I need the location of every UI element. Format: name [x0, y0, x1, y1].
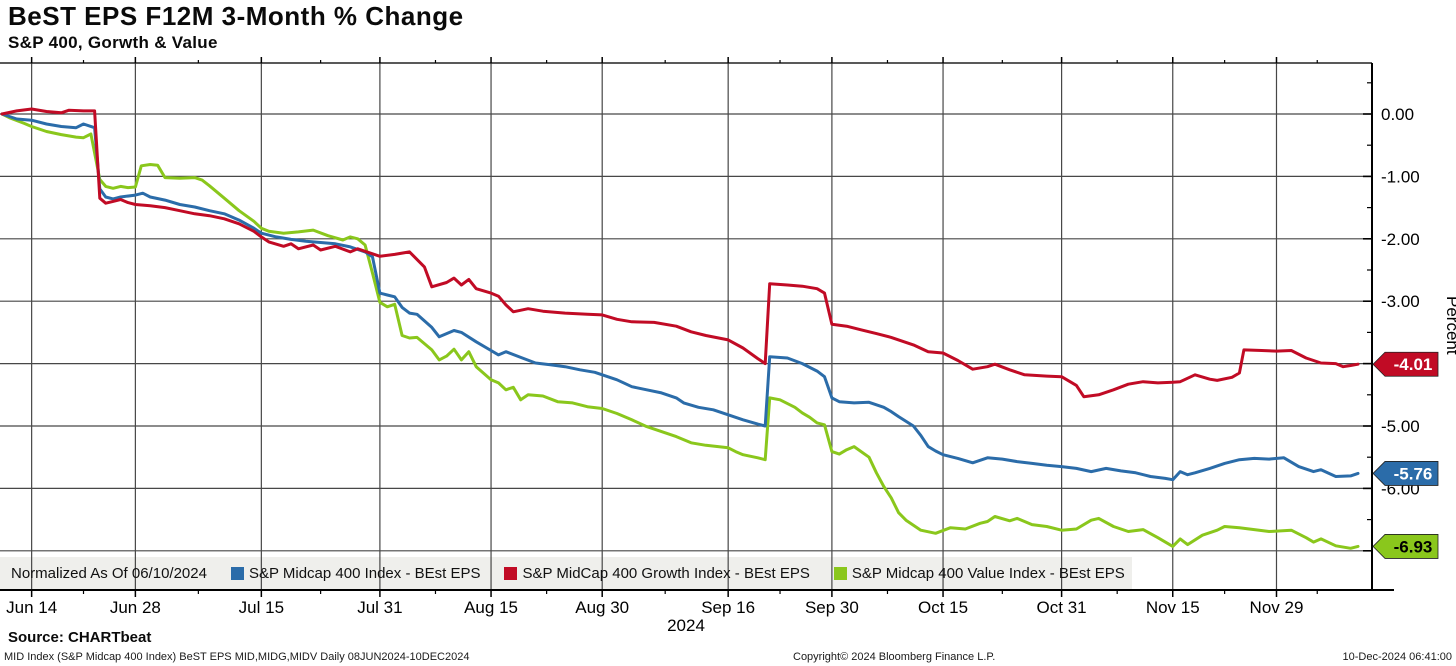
legend-item-blue: S&P Midcap 400 Index - BEst EPS — [230, 565, 481, 582]
footer-timestamp: 10-Dec-2024 06:41:00 — [1342, 651, 1452, 663]
legend-note: Normalized As Of 06/10/2024 — [11, 565, 207, 582]
legend-item-label: S&P Midcap 400 Index - BEst EPS — [248, 565, 481, 582]
page-title: BeST EPS F12M 3-Month % Change — [8, 1, 464, 31]
x-tick-label: Nov 29 — [1250, 598, 1304, 617]
end-label-value-red: -4.01 — [1394, 355, 1433, 374]
x-tick-label: Sep 16 — [701, 598, 755, 617]
end-label-value-blue: -5.76 — [1394, 464, 1433, 483]
x-tick-label: Jul 31 — [357, 598, 402, 617]
legend-item-red: S&P MidCap 400 Growth Index - BEst EPS — [504, 565, 810, 582]
x-tick-label: Nov 15 — [1146, 598, 1200, 617]
series-line-blue — [0, 112, 1360, 482]
y-tick-label: 0.00 — [1381, 105, 1414, 124]
legend-item-label: S&P Midcap 400 Value Index - BEst EPS — [851, 565, 1125, 582]
legend: Normalized As Of 06/10/2024 S&P Midcap 4… — [0, 557, 1132, 590]
x-tick-label: Aug 30 — [575, 598, 629, 617]
footer-copyright: Copyright© 2024 Bloomberg Finance L.P. — [793, 651, 996, 663]
end-label-badge-blue — [1372, 461, 1439, 486]
legend-item-green: S&P Midcap 400 Value Index - BEst EPS — [833, 565, 1125, 582]
legend-swatch-blue — [230, 567, 244, 580]
end-label-badge-green — [1372, 534, 1439, 559]
legend-item-label: S&P MidCap 400 Growth Index - BEst EPS — [522, 565, 810, 582]
legend-swatch-green — [833, 567, 847, 580]
x-tick-label: Jul 15 — [239, 598, 284, 617]
end-label-value-green: -6.93 — [1394, 537, 1433, 556]
end-label-badge-red — [1372, 351, 1439, 377]
series-line-green — [0, 112, 1360, 550]
y-axis-title: Percent — [1443, 296, 1456, 355]
series-line-red — [0, 107, 1360, 399]
footer-source: Source: CHARTbeat — [8, 629, 152, 646]
page-subtitle: S&P 400, Gorwth & Value — [8, 33, 218, 52]
y-tick-label: -3.00 — [1381, 292, 1420, 311]
legend-swatch-red — [504, 567, 518, 580]
x-tick-label: Jun 14 — [6, 598, 57, 617]
x-axis-year-label: 2024 — [667, 616, 705, 635]
x-tick-label: Aug 15 — [464, 598, 518, 617]
y-tick-label: -5.00 — [1381, 417, 1420, 436]
x-tick-label: Sep 30 — [805, 598, 859, 617]
footer-meta: MID Index (S&P Midcap 400 Index) BeST EP… — [4, 651, 470, 663]
y-tick-label: -2.00 — [1381, 230, 1420, 249]
x-tick-label: Oct 31 — [1037, 598, 1087, 617]
x-tick-label: Oct 15 — [918, 598, 968, 617]
x-tick-label: Jun 28 — [110, 598, 161, 617]
y-tick-label: -1.00 — [1381, 167, 1420, 186]
